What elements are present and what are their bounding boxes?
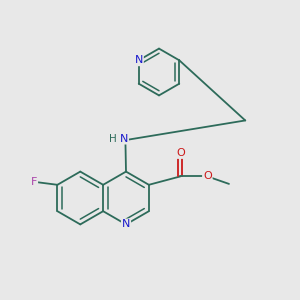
Text: O: O (203, 171, 212, 182)
Text: N: N (122, 219, 130, 230)
Text: N: N (120, 134, 128, 144)
Text: F: F (31, 177, 37, 187)
Text: O: O (176, 148, 185, 158)
Text: N: N (134, 55, 143, 65)
Text: H: H (109, 134, 117, 144)
